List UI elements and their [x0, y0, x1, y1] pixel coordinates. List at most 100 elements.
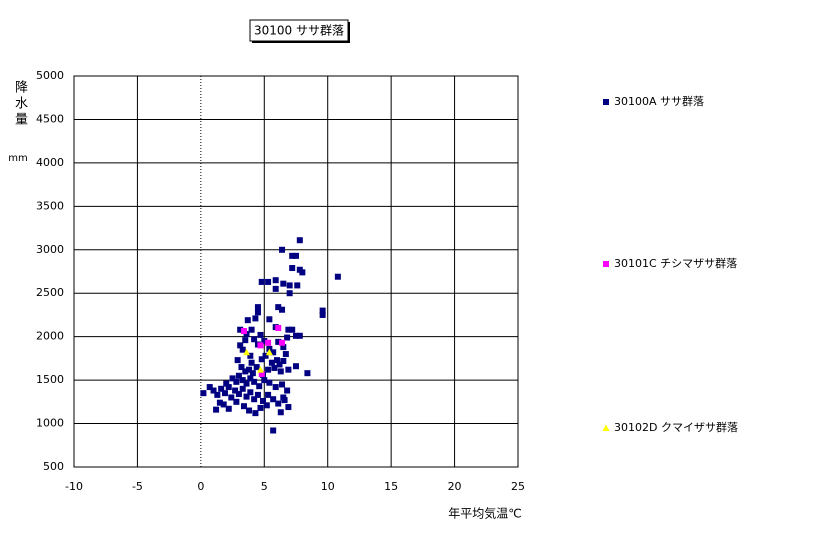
point	[296, 332, 303, 339]
point	[261, 338, 268, 345]
title-box	[249, 19, 349, 42]
point	[289, 326, 296, 333]
point	[293, 252, 299, 259]
point	[240, 328, 247, 335]
point	[229, 375, 236, 382]
y-tick-label: 3500	[36, 199, 64, 212]
point	[252, 410, 259, 417]
point	[235, 372, 242, 379]
x-axis-label: 年平均気温℃	[448, 506, 521, 521]
y-tick-label: 3000	[36, 243, 64, 256]
point	[334, 273, 341, 280]
point	[216, 399, 223, 406]
point	[258, 356, 265, 363]
point	[275, 324, 282, 331]
point	[225, 405, 232, 412]
point	[266, 316, 273, 323]
point	[228, 394, 235, 401]
x-tick-label: 15	[384, 480, 398, 493]
point	[289, 265, 296, 272]
point	[273, 357, 280, 364]
point	[210, 387, 217, 394]
point	[275, 304, 282, 311]
point	[206, 384, 213, 391]
point	[223, 380, 230, 387]
y-tick-label: 4000	[36, 156, 64, 169]
point	[294, 282, 301, 289]
point	[235, 391, 242, 398]
y-tick-label: 5000	[36, 69, 64, 82]
point	[251, 336, 258, 343]
y-tick-label: 4500	[36, 112, 64, 125]
point	[280, 357, 287, 364]
point	[258, 371, 265, 378]
point	[275, 400, 282, 407]
point	[277, 409, 284, 416]
point	[268, 359, 275, 366]
point	[257, 404, 264, 411]
point	[247, 352, 254, 359]
y-tick-label: 2500	[36, 286, 64, 299]
y-tick-label: 2000	[36, 330, 64, 343]
point	[237, 326, 244, 333]
point	[242, 337, 249, 344]
legend-marker	[603, 99, 609, 105]
point	[254, 309, 261, 316]
point	[239, 346, 246, 353]
chart-title: 30100 ササ群落	[254, 24, 344, 38]
point	[265, 339, 272, 346]
y-axis-unit: mm	[8, 153, 27, 164]
plot-area	[73, 75, 519, 468]
point	[218, 385, 225, 392]
x-tick-label: -10	[65, 480, 83, 493]
point	[263, 402, 270, 409]
point	[299, 269, 306, 276]
point	[225, 384, 232, 391]
point	[220, 401, 227, 408]
legend-label: 30101C チシマザサ群落	[614, 256, 737, 270]
point	[280, 344, 287, 351]
point	[254, 391, 261, 398]
point	[286, 290, 293, 297]
point	[284, 387, 291, 394]
point	[244, 317, 251, 324]
point	[296, 237, 303, 244]
point	[275, 338, 282, 345]
point	[289, 252, 296, 259]
point	[286, 282, 293, 289]
point	[251, 396, 258, 403]
point	[237, 342, 244, 349]
y-tick-label: 500	[43, 460, 64, 473]
point	[246, 366, 253, 373]
point	[260, 397, 267, 404]
point	[262, 352, 269, 359]
point	[253, 364, 260, 371]
x-tick-label: 5	[261, 480, 268, 493]
point	[265, 348, 273, 356]
point	[272, 384, 279, 391]
point	[279, 381, 286, 388]
point	[270, 396, 277, 403]
point	[304, 370, 311, 377]
point	[247, 389, 254, 396]
point	[240, 403, 247, 410]
point	[271, 364, 278, 371]
point	[279, 339, 286, 346]
point	[293, 363, 299, 370]
point	[285, 366, 292, 373]
point	[243, 380, 250, 387]
point	[243, 331, 250, 338]
point	[233, 378, 240, 385]
point	[257, 342, 264, 349]
point	[265, 366, 272, 373]
point	[200, 390, 207, 397]
point	[214, 391, 221, 398]
point	[285, 404, 292, 411]
point	[285, 326, 292, 333]
y-axis-label: 降水量	[12, 80, 27, 128]
point	[252, 315, 259, 322]
point	[319, 307, 326, 314]
point	[276, 361, 283, 368]
legend-label: 30100A ササ群落	[614, 94, 704, 108]
